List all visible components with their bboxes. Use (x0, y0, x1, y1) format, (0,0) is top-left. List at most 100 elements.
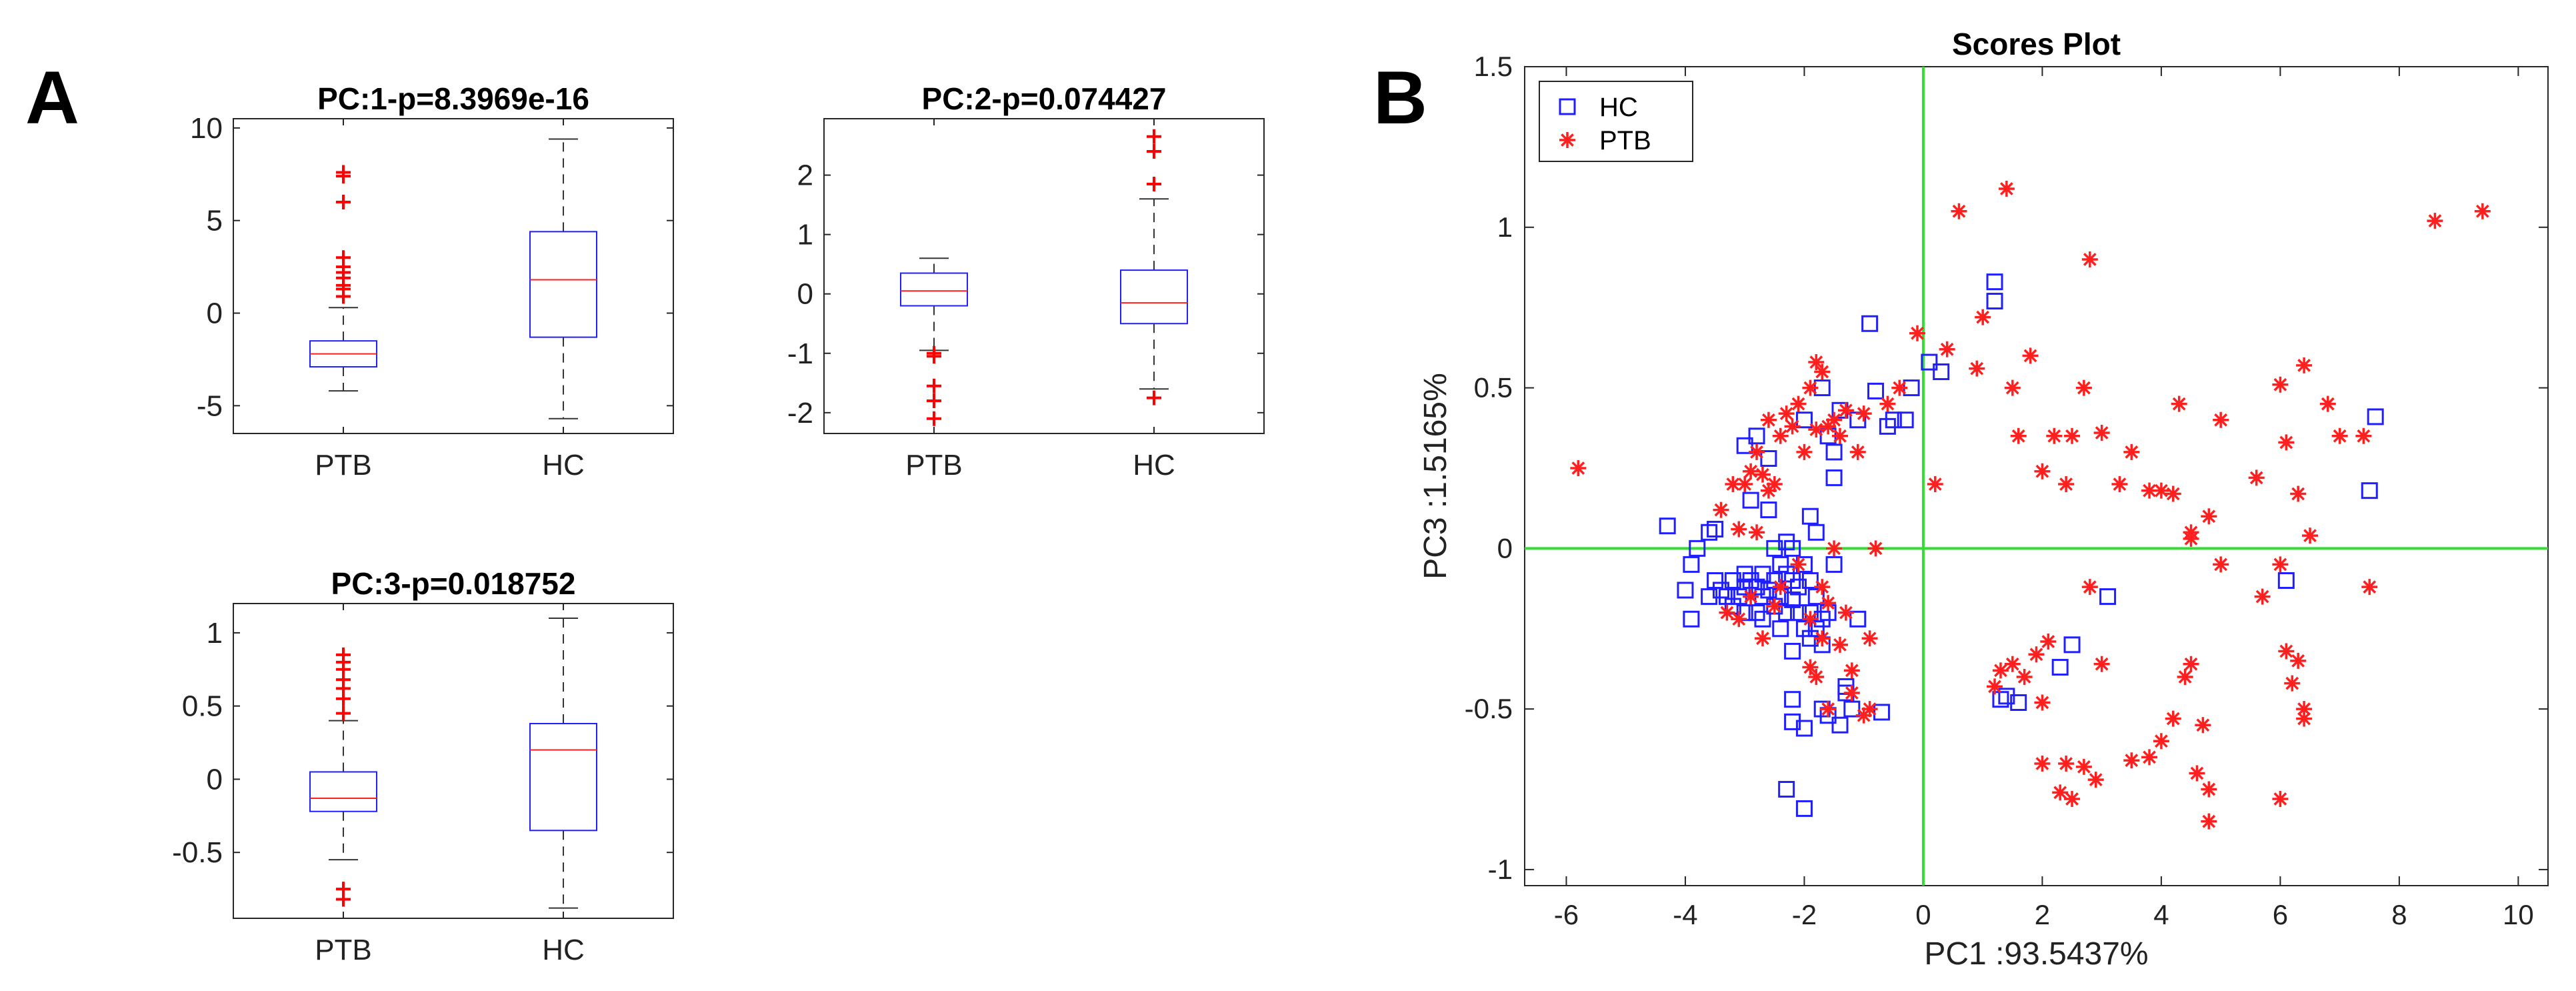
hc-point (1778, 604, 1795, 622)
boxplot-pc2: PC:2-p=0.074427 -2 -1 0 1 2 PTB HC (787, 81, 1265, 481)
ptb-point (2081, 579, 2098, 596)
panel-label-a: A (25, 56, 79, 139)
hc-point (2051, 659, 2069, 676)
outlier-marker (1147, 176, 1161, 191)
ptb-point (1790, 395, 1807, 412)
y-tick-label: 5 (207, 205, 223, 237)
y-axis-label: PC3 :1.5165% (1418, 373, 1453, 580)
hc-point (1760, 502, 1777, 519)
ptb-point (1772, 427, 1789, 444)
ptb-point (2195, 717, 2211, 734)
ptb-point (1766, 598, 1783, 615)
outlier-marker (927, 349, 941, 364)
hc-point (1986, 293, 2003, 310)
y-tick-label: -5 (197, 389, 223, 422)
hc-point (1707, 520, 1724, 538)
ptb-point (2183, 656, 2199, 672)
y-tick-label: 0.5 (1474, 372, 1513, 403)
ptb-point (1760, 411, 1777, 428)
legend-label: PTB (1599, 126, 1651, 155)
hc-point (1801, 572, 1819, 590)
hc-point (1689, 540, 1706, 557)
ptb-point (2296, 357, 2313, 373)
x-tick-label: 2 (2035, 899, 2050, 930)
hc-point (1986, 273, 2003, 291)
outlier-marker (927, 378, 941, 393)
ptb-point (2064, 790, 2081, 807)
hc-point (1849, 610, 1867, 628)
y-tick-label: -2 (787, 397, 813, 429)
y-tick-label: -0.5 (1465, 693, 1513, 724)
ptb-point (2302, 528, 2319, 544)
x-tick-label: -4 (1673, 899, 1697, 930)
ptb-point (2058, 756, 2075, 772)
boxplot-pc3: PC:3-p=0.018752 -0.5 0 0.5 1 PTB HC (172, 566, 674, 966)
hc-point (1825, 469, 1843, 486)
y-tick-label: 1 (1497, 211, 1513, 243)
outlier-marker (927, 393, 941, 409)
ptb-point (1731, 611, 1747, 628)
ptb-point (2201, 781, 2217, 798)
hc-point (1861, 315, 1879, 332)
ptb-point (1808, 668, 1825, 685)
y-tick-label: 1.5 (1474, 51, 1513, 82)
ptb-point (1951, 203, 1967, 219)
outlier-marker (336, 165, 351, 180)
ptb-point (2278, 434, 2295, 451)
hc-point (1825, 443, 1843, 461)
ptb-point (1939, 341, 1955, 357)
outlier-marker (336, 250, 351, 265)
hc-point (1748, 578, 1765, 596)
ptb-point (1891, 379, 1908, 396)
hc-point (1760, 450, 1777, 467)
ptb-point (2016, 668, 2033, 685)
ptb-point (1837, 402, 1854, 419)
hc-point (1795, 800, 1813, 817)
scores-plot: Scores Plot -6 -4 -2 0 2 4 6 8 10 -1 -0.5 0 0.5 1 1.5 PC… (1418, 27, 2549, 972)
ptb-point (2296, 701, 2313, 718)
y-tick-label: 10 (190, 112, 223, 145)
ptb-point (1814, 363, 1831, 380)
ptb-point (1879, 395, 1896, 412)
ptb-point (2165, 710, 2181, 727)
plot-frame (233, 603, 674, 919)
plot-title: PC:1-p=8.3969e-16 (317, 81, 589, 116)
x-tick-label: -2 (1792, 899, 1817, 930)
ptb-point (1927, 476, 1943, 493)
y-tick-label: -0.5 (172, 836, 223, 869)
ptb-point (2034, 756, 2051, 772)
ptb-point (1754, 466, 1771, 483)
hc-point (1701, 524, 1718, 541)
hc-point (1677, 582, 1694, 599)
ptb-point (1802, 379, 1819, 396)
hc-point (1736, 578, 1753, 596)
ptb-point (1861, 701, 1878, 718)
box-iqr (529, 723, 597, 832)
ptb-point (1855, 707, 1872, 724)
ptb-point (1772, 579, 1789, 596)
ptb-point (1749, 443, 1765, 460)
hc-point (1784, 691, 1801, 708)
hc-point (1659, 518, 1676, 535)
ptb-point (2004, 656, 2021, 672)
ptb-point (2201, 508, 2217, 525)
y-tick-label: 1 (207, 617, 223, 650)
y-tick-label: 0 (207, 763, 223, 796)
x-tick-label: 8 (2391, 899, 2407, 930)
x-tick-label: 0 (1915, 899, 1931, 930)
hc-point (2367, 408, 2384, 425)
ptb-point (2290, 652, 2307, 669)
box-iqr (309, 771, 377, 812)
hc-point (1718, 588, 1735, 606)
ptb-point (2427, 213, 2443, 229)
hc-point (1742, 491, 1759, 509)
ptb-point (2254, 588, 2271, 605)
ptb-point (2319, 395, 2336, 412)
ptb-point (2123, 443, 2140, 460)
ptb-point (1713, 502, 1729, 518)
ptb-point (2028, 646, 2045, 663)
plot-title: Scores Plot (1952, 27, 2121, 61)
hc-point (2099, 588, 2117, 606)
plot-title: PC:3-p=0.018752 (331, 566, 576, 601)
